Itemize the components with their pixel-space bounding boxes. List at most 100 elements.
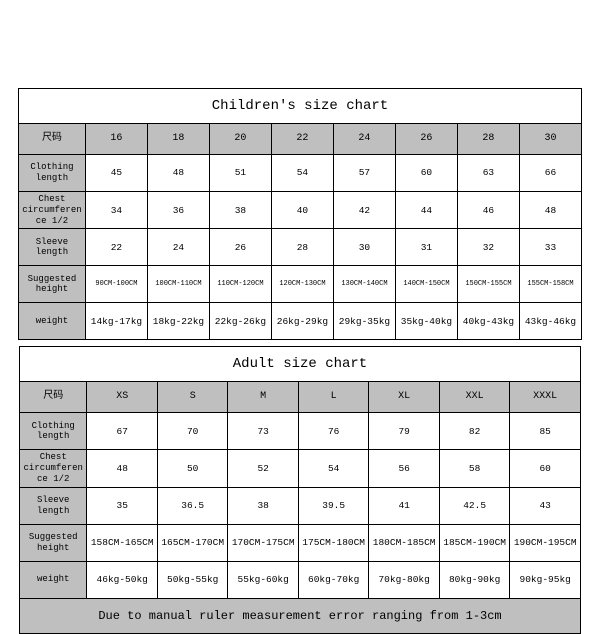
children-size-table: Children's size chart 尺码 16 18 20 22 24 … (18, 88, 582, 340)
table-row: weight 46kg-50kg 50kg-55kg 55kg-60kg 60k… (20, 561, 581, 598)
cell: 44 (395, 192, 457, 229)
row-label: weight (20, 561, 87, 598)
cell: 46 (457, 192, 519, 229)
cell: 82 (439, 413, 509, 450)
cell: 36.5 (157, 487, 227, 524)
cell: 150CM-155CM (457, 266, 519, 303)
cell: 70kg-80kg (369, 561, 439, 598)
cell: 158CM-165CM (87, 524, 157, 561)
cell: 28 (271, 229, 333, 266)
cell: 48 (147, 155, 209, 192)
children-size-col: 26 (395, 124, 457, 155)
cell: 155CM-158CM (519, 266, 581, 303)
cell: 130CM-140CM (333, 266, 395, 303)
cell: 190CM-195CM (510, 524, 581, 561)
cell: 170CM-175CM (228, 524, 298, 561)
cell: 32 (457, 229, 519, 266)
adult-size-col: L (298, 382, 368, 413)
cell: 54 (298, 450, 368, 487)
adult-size-table: Adult size chart 尺码 XS S M L XL XXL XXXL… (19, 346, 581, 633)
table-row: Suggested height 158CM-165CM 165CM-170CM… (20, 524, 581, 561)
adult-header-row: 尺码 XS S M L XL XXL XXXL (20, 382, 581, 413)
adult-title: Adult size chart (20, 347, 581, 382)
cell: 48 (519, 192, 581, 229)
adult-size-col: S (157, 382, 227, 413)
table-row: Sleeve length 22 24 26 28 30 31 32 33 (18, 229, 581, 266)
row-label: Chest circumference 1/2 (20, 450, 87, 487)
row-label: Clothing length (20, 413, 87, 450)
cell: 34 (85, 192, 147, 229)
row-label: Suggested height (20, 524, 87, 561)
children-size-col: 18 (147, 124, 209, 155)
children-size-col: 28 (457, 124, 519, 155)
cell: 39.5 (298, 487, 368, 524)
cell: 56 (369, 450, 439, 487)
cell: 51 (209, 155, 271, 192)
cell: 29kg-35kg (333, 303, 395, 340)
cell: 70 (157, 413, 227, 450)
table-row: Chest circumference 1/2 34 36 38 40 42 4… (18, 192, 581, 229)
cell: 36 (147, 192, 209, 229)
cell: 110CM-120CM (209, 266, 271, 303)
cell: 54 (271, 155, 333, 192)
row-label: Clothing length (18, 155, 85, 192)
cell: 26 (209, 229, 271, 266)
cell: 63 (457, 155, 519, 192)
cell: 100CM-110CM (147, 266, 209, 303)
children-size-col: 16 (85, 124, 147, 155)
cell: 22kg-26kg (209, 303, 271, 340)
adult-size-col: XXL (439, 382, 509, 413)
cell: 30 (333, 229, 395, 266)
adult-size-col: XL (369, 382, 439, 413)
table-row: Clothing length 45 48 51 54 57 60 63 66 (18, 155, 581, 192)
cell: 60 (395, 155, 457, 192)
cell: 76 (298, 413, 368, 450)
cell: 60 (510, 450, 581, 487)
cell: 45 (85, 155, 147, 192)
children-header-row: 尺码 16 18 20 22 24 26 28 30 (18, 124, 581, 155)
cell: 33 (519, 229, 581, 266)
cell: 90CM-100CM (85, 266, 147, 303)
cell: 50 (157, 450, 227, 487)
cell: 14kg-17kg (85, 303, 147, 340)
table-row: weight 14kg-17kg 18kg-22kg 22kg-26kg 26k… (18, 303, 581, 340)
adult-size-col: M (228, 382, 298, 413)
cell: 43kg-46kg (519, 303, 581, 340)
cell: 38 (228, 487, 298, 524)
children-size-col: 30 (519, 124, 581, 155)
cell: 52 (228, 450, 298, 487)
cell: 60kg-70kg (298, 561, 368, 598)
size-chart-page: Children's size chart 尺码 16 18 20 22 24 … (0, 0, 600, 600)
cell: 40 (271, 192, 333, 229)
table-row: Clothing length 67 70 73 76 79 82 85 (20, 413, 581, 450)
row-label: Sleeve length (20, 487, 87, 524)
row-label: Chest circumference 1/2 (18, 192, 85, 229)
cell: 46kg-50kg (87, 561, 157, 598)
children-size-col: 24 (333, 124, 395, 155)
cell: 180CM-185CM (369, 524, 439, 561)
cell: 22 (85, 229, 147, 266)
row-label: Sleeve length (18, 229, 85, 266)
measurement-note: Due to manual ruler measurement error ra… (20, 598, 581, 633)
cell: 48 (87, 450, 157, 487)
cell: 50kg-55kg (157, 561, 227, 598)
cell: 67 (87, 413, 157, 450)
cell: 42 (333, 192, 395, 229)
adult-size-col: XXXL (510, 382, 581, 413)
cell: 185CM-190CM (439, 524, 509, 561)
cell: 38 (209, 192, 271, 229)
children-size-label: 尺码 (18, 124, 85, 155)
row-label: Suggested height (18, 266, 85, 303)
cell: 35 (87, 487, 157, 524)
children-size-col: 20 (209, 124, 271, 155)
table-row: Sleeve length 35 36.5 38 39.5 41 42.5 43 (20, 487, 581, 524)
cell: 140CM-150CM (395, 266, 457, 303)
children-title: Children's size chart (18, 89, 581, 124)
adult-size-col: XS (87, 382, 157, 413)
cell: 90kg-95kg (510, 561, 581, 598)
row-label: weight (18, 303, 85, 340)
cell: 18kg-22kg (147, 303, 209, 340)
cell: 85 (510, 413, 581, 450)
cell: 66 (519, 155, 581, 192)
cell: 79 (369, 413, 439, 450)
